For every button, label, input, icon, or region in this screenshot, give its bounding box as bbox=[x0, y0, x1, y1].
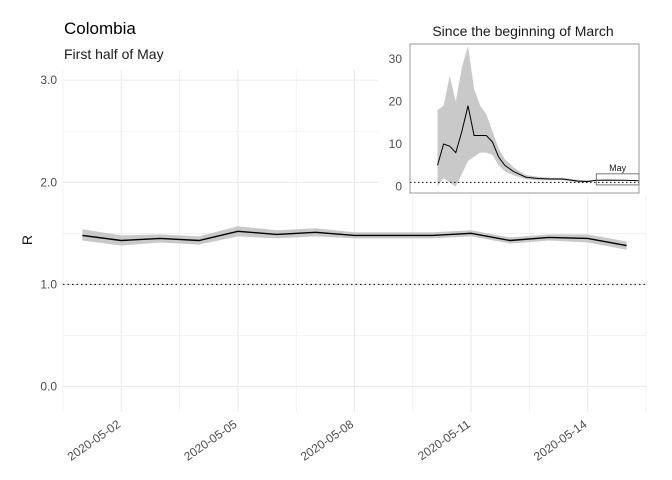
x-tick-label: 2020-05-02 bbox=[65, 417, 124, 464]
inset-y-tick-label: 20 bbox=[389, 94, 403, 108]
main-r-line bbox=[82, 230, 627, 247]
x-tick-label: 2020-05-11 bbox=[415, 417, 473, 463]
inset-title: Since the beginning of March bbox=[432, 23, 613, 39]
inset-y-tick-label: 30 bbox=[389, 52, 403, 66]
inset-y-tick-label: 0 bbox=[395, 180, 402, 194]
x-tick-label: 2020-05-08 bbox=[298, 417, 357, 464]
inset-background bbox=[378, 16, 662, 196]
inset-y-tick-labels: 0 10 20 30 bbox=[389, 52, 403, 194]
x-tick-label: 2020-05-05 bbox=[181, 417, 240, 464]
chart-title: Colombia bbox=[64, 19, 136, 38]
y-tick-label: 1.0 bbox=[40, 277, 57, 291]
y-tick-label: 0.0 bbox=[40, 379, 57, 393]
main-confidence-band bbox=[82, 226, 627, 250]
inset-r-line bbox=[437, 105, 640, 183]
y-tick-label: 2.0 bbox=[40, 175, 57, 189]
inset-may-annotation: May bbox=[609, 163, 627, 173]
main-y-tick-labels: 0.0 1.0 2.0 3.0 bbox=[40, 73, 57, 393]
x-tick-label: 2020-05-14 bbox=[531, 417, 590, 464]
inset-chart: Since the beginning of March May 0 10 20 30 bbox=[378, 16, 662, 196]
y-tick-label: 3.0 bbox=[40, 73, 57, 87]
main-x-tick-labels: 2020-05-02 2020-05-05 2020-05-08 2020-05-11… bbox=[65, 417, 590, 464]
inset-confidence-band bbox=[437, 46, 639, 187]
chart-subtitle: First half of May bbox=[64, 46, 164, 62]
inset-y-tick-label: 10 bbox=[389, 137, 403, 151]
inset-frame bbox=[409, 43, 640, 194]
y-axis-label: R bbox=[19, 235, 35, 245]
